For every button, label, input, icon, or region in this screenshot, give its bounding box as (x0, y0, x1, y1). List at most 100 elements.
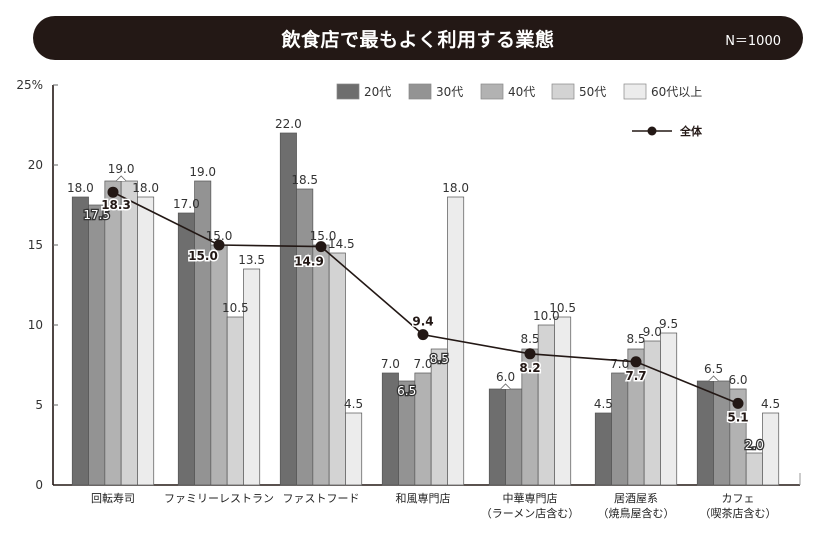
bar-value-label: 7.0 (381, 357, 400, 371)
category-label: ファストフード (283, 492, 360, 505)
bar-value-label: 8.5 (520, 332, 539, 346)
bar-value-label: 2.0 (745, 438, 764, 452)
bar-value-label: 19.0 (189, 165, 216, 179)
bar (345, 412, 363, 486)
bar (71, 196, 89, 486)
total-point (107, 186, 119, 198)
bar-value-label: 14.5 (328, 237, 355, 251)
bar (226, 316, 244, 486)
bars (71, 132, 780, 486)
bar-value-label: 4.5 (344, 397, 363, 411)
category-label: （喫茶店含む） (700, 506, 777, 520)
bar-value-label: 9.5 (659, 317, 678, 331)
caret (115, 175, 127, 182)
category-label: ファミリーレストラン (164, 492, 274, 505)
bar-value-label: 4.5 (594, 397, 613, 411)
bar-value-label: 6.5 (704, 362, 723, 376)
bar (488, 388, 506, 486)
bar-value-label: 15.0 (206, 229, 233, 243)
bar (243, 268, 261, 486)
bar-value-label: 18.0 (442, 181, 469, 195)
bar-value-label: 7.0 (413, 357, 432, 371)
bar (537, 324, 555, 486)
bar (194, 180, 212, 486)
bar-value-label: 19.0 (108, 162, 135, 176)
legend-swatch (336, 83, 360, 100)
sample-size: N＝1000 (725, 34, 781, 49)
legend-swatch (408, 83, 432, 100)
bar-value-label: 6.0 (728, 373, 747, 387)
total-point (524, 348, 536, 360)
category-label: 居酒屋系 (614, 492, 658, 505)
bar-value-label: 15.0 (310, 229, 337, 243)
bar (505, 388, 523, 486)
total-point (630, 356, 642, 368)
legend-swatch (551, 83, 575, 100)
bar (312, 244, 330, 486)
total-line: 18.3 15.0 14.9 9.4 8.2 7.7 5.1 (100, 186, 750, 426)
legend-label: 30代 (436, 85, 463, 99)
bar (611, 372, 629, 486)
category-label: （焼鳥屋含む） (598, 506, 675, 520)
bar (120, 180, 138, 486)
bar (745, 452, 763, 486)
chart-title: 飲食店で最もよく利用する業態 (281, 29, 555, 51)
bar (137, 196, 155, 486)
category-label: 中華専門店 (503, 491, 558, 505)
bar (660, 332, 678, 486)
bar (414, 372, 432, 486)
bar (430, 348, 448, 486)
bar-value-label: 10.0 (533, 309, 560, 323)
total-point (417, 329, 429, 341)
bar (594, 412, 612, 486)
total-value-label: 7.7 (625, 369, 646, 383)
total-value-label: 9.4 (412, 315, 433, 329)
caret (708, 375, 719, 382)
total-value-label: 5.1 (727, 410, 748, 424)
bar (88, 204, 106, 486)
bar-value-label: 13.5 (238, 253, 265, 267)
y-tick-label: 0 (35, 478, 43, 492)
bar-value-label: 10.5 (549, 301, 576, 315)
category-labels: 回転寿司 ファミリーレストラン ファストフード 和風専門店 中華専門店（ラーメン店含む）… (91, 491, 777, 520)
bar-value-label: 8.5 (430, 352, 449, 366)
bar-value-label: 9.0 (643, 325, 662, 339)
legend-label: 60代以上 (651, 85, 702, 99)
legend-marker-icon (647, 126, 657, 136)
category-label: カフェ (722, 492, 755, 505)
bar (210, 244, 228, 486)
y-tick-label: 25% (16, 78, 43, 92)
total-point (315, 241, 327, 253)
bar (729, 388, 747, 486)
y-tick-label: 5 (35, 398, 43, 412)
bar-labels: 18.0 17.5 19.0 18.0 17.0 19.0 15.0 10.5 13.5 22.0… (67, 117, 780, 453)
category-label: 回転寿司 (91, 491, 135, 505)
bar (762, 412, 780, 486)
bar-value-label: 17.0 (173, 197, 200, 211)
bar-value-label: 6.0 (496, 370, 515, 384)
bar-value-label: 17.5 (83, 208, 110, 222)
bar (643, 340, 661, 486)
caret (500, 383, 511, 390)
bar-value-label: 6.5 (397, 384, 416, 398)
bar (328, 252, 346, 486)
category-label: 和風専門店 (396, 491, 451, 505)
bar (381, 372, 399, 486)
total-point (732, 397, 744, 409)
bar-value-label: 22.0 (275, 117, 302, 131)
category-label: （ラーメン店含む） (481, 506, 580, 520)
y-tick-label: 20 (28, 158, 43, 172)
legend-label: 20代 (364, 85, 391, 99)
total-point (213, 239, 225, 251)
legend-swatch (623, 83, 647, 100)
y-tick-label: 15 (28, 238, 43, 252)
bar (696, 380, 714, 486)
bar (104, 180, 122, 486)
bar-value-label: 18.5 (291, 173, 318, 187)
total-value-label: 8.2 (519, 361, 540, 375)
total-value-label: 15.0 (188, 249, 218, 263)
bar (554, 316, 572, 486)
legend-swatch (480, 83, 504, 100)
